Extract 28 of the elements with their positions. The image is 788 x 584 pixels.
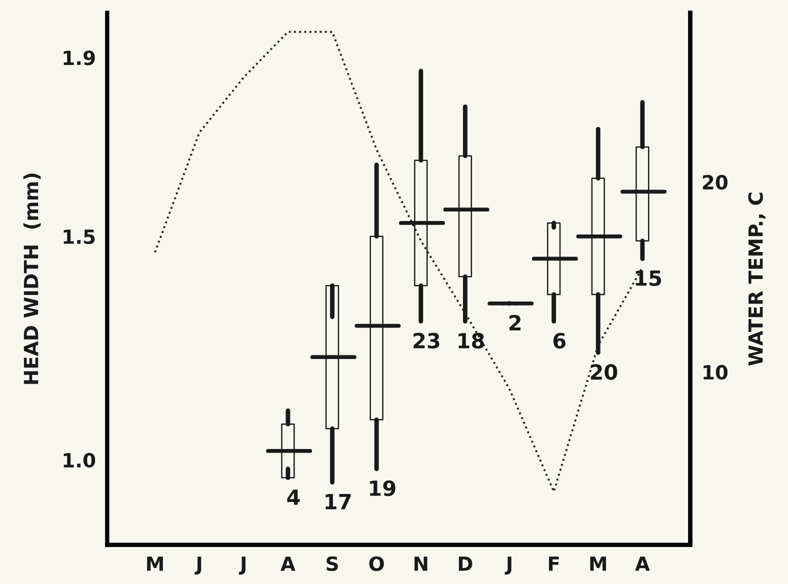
x-tick-label: D: [458, 556, 472, 571]
text: 6: [553, 332, 566, 349]
x-tick-label: J: [194, 556, 202, 575]
text: 4: [287, 490, 300, 505]
text: 23: [414, 332, 440, 349]
y2-axis-title: WATER TEMP., C: [748, 192, 766, 366]
y-tick-label: 1.0: [64, 452, 96, 468]
x-tick-label: J: [238, 556, 246, 575]
text: 18: [458, 332, 484, 349]
y2-tick-label: 20: [702, 174, 728, 190]
x-tick-label: M: [590, 556, 606, 571]
x-tick-label: F: [548, 556, 559, 571]
y2-tick-label: 10: [704, 364, 728, 380]
x-tick-label: O: [369, 556, 384, 572]
x-tick-label: A: [280, 556, 296, 571]
text: 2: [509, 314, 520, 330]
y-tick-label: 1.5: [64, 230, 95, 244]
x-tick-label: A: [635, 556, 650, 571]
x-tick-label: S: [326, 556, 338, 572]
x-tick-label: M: [147, 556, 163, 571]
y-axis-title: HEAD WIDTH (mm): [23, 174, 41, 384]
x-tick-label: J: [504, 556, 512, 575]
text: 20: [590, 364, 618, 380]
text: 15: [636, 270, 662, 286]
x-tick-label: N: [414, 556, 428, 571]
y-tick-label: 1.9: [64, 50, 95, 66]
text: 19: [370, 480, 396, 496]
text: 17: [326, 494, 351, 510]
